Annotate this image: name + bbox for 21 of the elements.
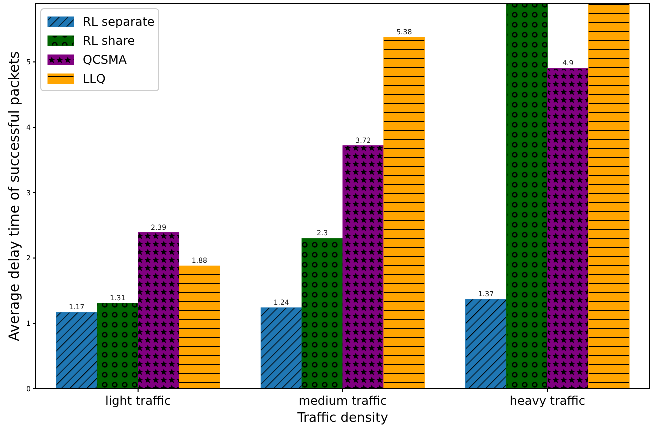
bar xyxy=(588,4,630,389)
x-tick-label: light traffic xyxy=(106,394,172,408)
y-axis-title: Average delay time of successful packets xyxy=(7,52,23,342)
bar xyxy=(342,146,384,389)
bar xyxy=(466,299,507,389)
legend-label: RL share xyxy=(83,34,136,48)
x-axis-title: Traffic density xyxy=(296,411,389,426)
bar xyxy=(547,68,589,389)
legend-label: LLQ xyxy=(83,72,106,86)
x-tick-label: medium traffic xyxy=(298,394,388,408)
legend-label: QCSMA xyxy=(83,53,128,68)
legend-label: RL separate xyxy=(83,15,155,30)
x-tick-label: heavy traffic xyxy=(510,394,586,408)
bar xyxy=(384,37,426,389)
bar xyxy=(302,238,344,389)
bar xyxy=(260,308,302,389)
bar xyxy=(179,266,220,389)
bar xyxy=(506,4,548,389)
bar xyxy=(97,303,139,389)
bar xyxy=(56,312,98,389)
bar xyxy=(138,232,180,389)
